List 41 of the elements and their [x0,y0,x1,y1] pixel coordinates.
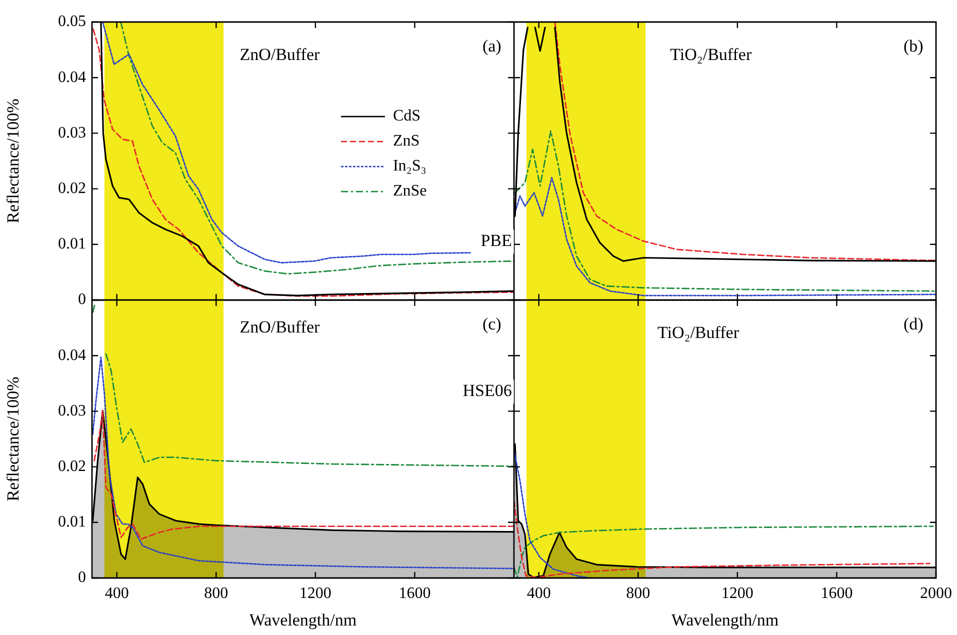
x-tick-label: 1200 [721,584,754,602]
line-series [94,410,514,540]
y-tick-label: 0.03 [58,124,86,142]
y-tick-label: 0.02 [58,458,86,476]
line-series [102,22,471,264]
y-tick-label: 0 [78,291,86,308]
y-axis-title: Reflectance/100% [4,376,23,502]
x-axis-title: Wavelength/nm [671,610,779,630]
y-tick-label: 0.04 [58,346,86,364]
annotation: PBE [480,231,512,250]
annotation: (c) [482,314,502,334]
annotation: TiO₂/Buffer [657,322,740,342]
x-axis-title: Wavelength/nm [249,610,357,630]
x-tick-label: 400 [104,584,129,602]
annotation: (b) [904,36,924,56]
x-tick-label: 400 [526,584,551,602]
annotation: ZnO/Buffer [240,317,320,336]
x-tick-label: 800 [204,584,228,602]
y-tick-label: 0.01 [58,514,86,531]
y-tick-label: 0.02 [58,180,86,198]
y-tick-label: 0.05 [58,13,86,30]
x-tick-label: 1200 [299,584,332,602]
annotation: ZnO/Buffer [240,44,320,64]
legend-label: In₂S₃ [392,158,426,175]
y-tick-label: 0 [78,569,86,586]
y-tick-label: 0.01 [58,236,86,253]
y-tick-label: 0.04 [58,68,86,86]
y-tick-label: 0.03 [58,402,86,420]
legend-label: CdS [392,108,421,125]
y-axis-title: Reflectance/100% [4,98,23,224]
annotation: (a) [482,36,502,56]
annotation: HSE06 [462,381,512,400]
line-series [92,356,514,570]
legend-label: ZnS [392,132,420,150]
x-tick-label: 800 [626,584,650,602]
legend-label: ZnSe [392,182,427,200]
annotation: TiO₂/Buffer [670,44,752,64]
x-tick-label: 2000 [920,584,952,602]
annotation: (d) [904,314,924,334]
x-tick-label: 1600 [398,584,431,602]
x-tick-label: 1600 [820,584,853,602]
